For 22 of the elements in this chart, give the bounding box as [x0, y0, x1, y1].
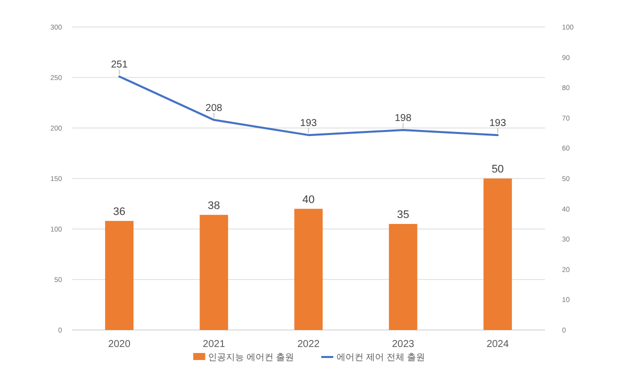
- data-label: 208: [206, 102, 223, 114]
- data-label: 193: [489, 118, 506, 130]
- data-label: 36: [113, 206, 126, 218]
- data-label: 193: [300, 118, 318, 130]
- bar: [200, 214, 228, 330]
- x-tick-label: 2024: [486, 339, 510, 350]
- legend-label: 에어컨 제어 전체 출원: [336, 352, 425, 362]
- x-tick-label: 2021: [202, 339, 226, 350]
- bar: [388, 224, 418, 330]
- x-tick-label: 2023: [392, 339, 415, 350]
- data-label: 40: [302, 194, 315, 206]
- bar: [105, 220, 134, 330]
- x-tick-label: 2022: [297, 339, 320, 350]
- legend-label: 인공지능 에어컨 출원: [208, 352, 294, 362]
- data-label: 251: [110, 59, 128, 70]
- data-label: 198: [394, 113, 412, 124]
- x-tick-label: 2020: [108, 339, 131, 350]
- bar: [484, 178, 512, 330]
- data-label: 50: [492, 164, 504, 176]
- bar: [294, 208, 323, 330]
- data-label: 38: [208, 200, 220, 212]
- data-label: 35: [396, 208, 410, 221]
